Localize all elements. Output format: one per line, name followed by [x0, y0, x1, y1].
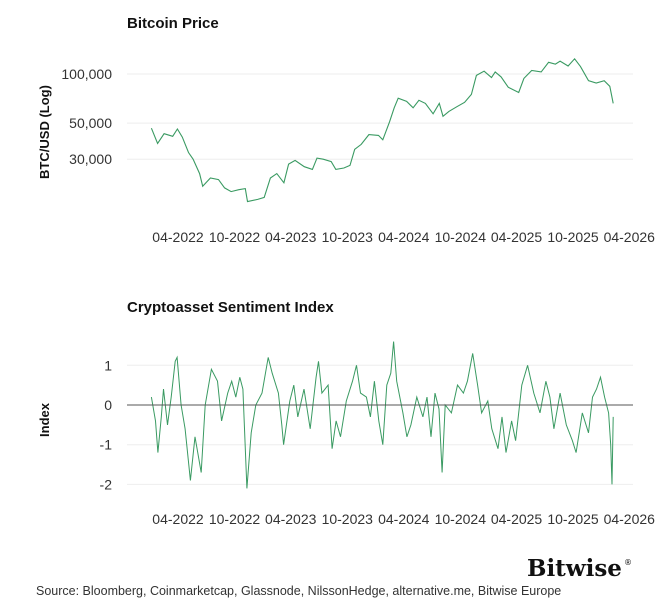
x-tick-label: 04-2023	[265, 229, 317, 245]
x-tick-label: 10-2024	[435, 229, 487, 245]
x-tick-label: 04-2024	[378, 229, 430, 245]
btc-price-line	[150, 57, 614, 203]
x-tick-label: 04-2026	[604, 229, 656, 245]
x-tick-label: 04-2026	[604, 511, 656, 527]
logo-text: Bitwise	[527, 555, 622, 582]
y-tick-label: 30,000	[69, 151, 112, 167]
y-tick-label: 50,000	[69, 115, 112, 131]
x-tick-label: 04-2025	[491, 229, 543, 245]
y-tick-label: 100,000	[61, 66, 112, 82]
x-tick-label: 10-2025	[547, 511, 599, 527]
x-tick-label: 10-2022	[209, 229, 261, 245]
x-tick-label: 10-2025	[547, 229, 599, 245]
x-tick-label: 10-2023	[322, 511, 374, 527]
bitwise-logo: Bitwise ®	[527, 555, 632, 582]
source-note: Source: Bloomberg, Coinmarketcap, Glassn…	[36, 584, 561, 598]
x-tick-label: 04-2022	[152, 229, 204, 245]
sentiment-index-line	[150, 341, 614, 489]
bottom-chart-title: Cryptoasset Sentiment Index	[127, 299, 334, 316]
x-tick-label: 10-2023	[322, 229, 374, 245]
top-chart-title: Bitcoin Price	[127, 15, 219, 32]
x-tick-label: 04-2023	[265, 511, 317, 527]
y-tick-label: 0	[104, 397, 112, 413]
x-tick-label: 10-2022	[209, 511, 261, 527]
y-tick-label: 1	[104, 357, 112, 373]
top-y-axis-label: BTC/USD (Log)	[37, 85, 52, 179]
registered-mark: ®	[624, 558, 632, 567]
x-tick-label: 04-2025	[491, 511, 543, 527]
y-tick-label: -2	[100, 476, 113, 492]
y-tick-label: -1	[100, 437, 113, 453]
bottom-y-axis-label: Index	[37, 402, 52, 437]
sentiment-index-chart: Cryptoasset Sentiment Index Index 1 0 -1 -2…	[37, 299, 655, 527]
bitcoin-price-chart: Bitcoin Price BTC/USD (Log) 100,000 50,00…	[37, 15, 655, 245]
x-tick-label: 10-2024	[435, 511, 487, 527]
x-tick-label: 04-2022	[152, 511, 204, 527]
x-tick-label: 04-2024	[378, 511, 430, 527]
